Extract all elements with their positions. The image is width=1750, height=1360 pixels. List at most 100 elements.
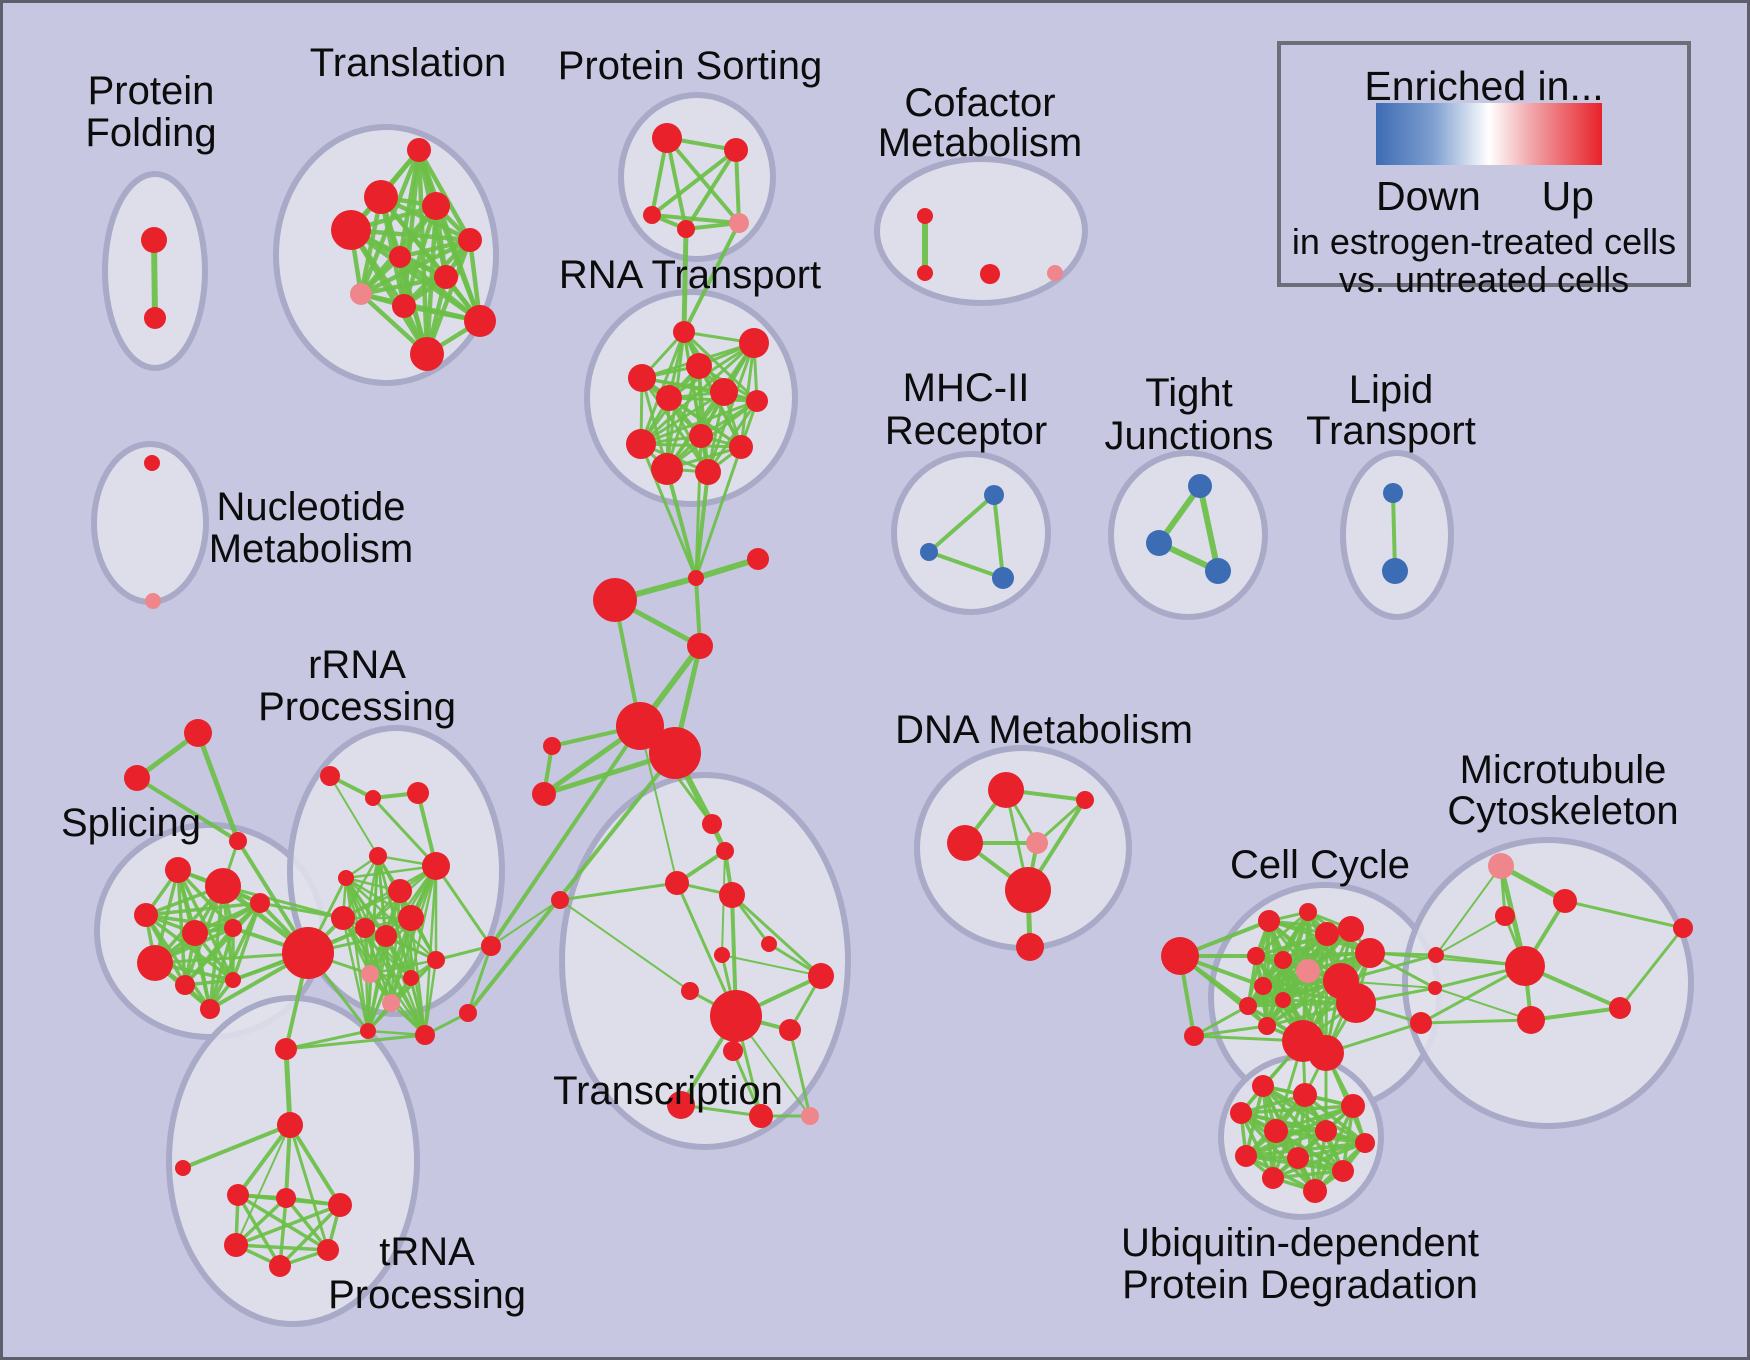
node-2	[407, 138, 431, 162]
edge	[433, 203, 483, 324]
node-123	[1274, 951, 1292, 969]
node-88	[331, 906, 355, 930]
node-63	[1383, 483, 1403, 503]
node-22	[656, 385, 682, 411]
legend-subtitle-line1: in estrogen-treated cells	[1291, 221, 1677, 262]
edge	[348, 227, 430, 357]
node-82	[365, 790, 381, 806]
cluster-label-nucleotide-metabolism: Nucleotide	[216, 485, 405, 529]
edge	[1192, 1024, 1269, 1038]
edge	[490, 899, 561, 947]
node-33	[687, 633, 713, 659]
edge	[1239, 1104, 1355, 1115]
node-38	[702, 814, 722, 834]
node-28	[651, 453, 683, 485]
node-151	[1287, 1147, 1309, 1169]
node-5	[422, 192, 450, 220]
node-53	[917, 208, 933, 224]
node-128	[1258, 1017, 1276, 1035]
node-86	[388, 879, 412, 903]
edge	[363, 854, 380, 930]
edge	[278, 1196, 288, 1268]
edge	[667, 396, 743, 449]
node-83	[407, 782, 429, 804]
node-147	[1264, 1119, 1288, 1143]
node-99	[481, 936, 501, 956]
edge	[284, 1029, 370, 1051]
node-14	[724, 138, 748, 162]
node-143	[1252, 1075, 1274, 1097]
edge	[389, 889, 402, 1005]
node-8	[434, 265, 458, 289]
edge	[288, 1123, 330, 1252]
node-0	[141, 227, 167, 253]
node-104	[276, 1188, 296, 1208]
node-21	[686, 353, 712, 379]
node-154	[1303, 1179, 1327, 1203]
edge	[1271, 1141, 1367, 1180]
node-153	[1262, 1167, 1284, 1189]
node-142	[1673, 918, 1693, 938]
node-98	[459, 1004, 477, 1022]
edge	[682, 330, 759, 403]
edge	[195, 730, 241, 844]
node-136	[1488, 853, 1514, 879]
node-81	[320, 766, 340, 786]
edge	[181, 1123, 292, 1170]
cluster-label-splicing: Splicing	[61, 801, 201, 845]
node-102	[175, 1160, 191, 1176]
edge	[221, 884, 345, 920]
edge	[927, 493, 996, 554]
node-49	[667, 1091, 695, 1119]
node-148	[1315, 1120, 1337, 1142]
node-125	[1254, 977, 1272, 995]
node-3	[364, 180, 398, 214]
edge	[1529, 1006, 1622, 1022]
node-36	[543, 737, 561, 755]
edge	[694, 470, 710, 580]
node-32	[593, 578, 637, 622]
edge	[1271, 1169, 1345, 1180]
edge	[665, 467, 698, 580]
edge	[639, 442, 698, 580]
node-149	[1355, 1133, 1375, 1153]
cluster-label-mhc-ii-receptor: Receptor	[885, 409, 1047, 453]
node-94	[382, 994, 400, 1012]
node-141	[1609, 997, 1631, 1019]
node-127	[1275, 992, 1291, 1008]
node-133	[1428, 947, 1444, 963]
node-11	[464, 305, 496, 337]
node-46	[710, 990, 762, 1042]
node-40	[665, 871, 689, 895]
node-85	[338, 870, 354, 886]
edge	[288, 1123, 342, 1207]
edge	[234, 1243, 330, 1252]
node-48	[723, 1041, 743, 1061]
edge	[466, 751, 677, 1015]
cluster-label-rna-transport: RNA Transport	[559, 253, 821, 297]
edge	[208, 926, 235, 1011]
edge	[558, 881, 679, 902]
edge	[235, 1124, 291, 1246]
edge	[1244, 1141, 1367, 1158]
node-105	[328, 1193, 352, 1217]
node-4	[331, 210, 371, 250]
edge	[366, 916, 413, 1033]
edge	[706, 399, 759, 474]
edge	[466, 944, 493, 1015]
edge	[236, 1123, 292, 1197]
cluster-label-nucleotide-metabolism: Metabolism	[209, 527, 414, 571]
node-139	[1505, 946, 1545, 986]
node-116	[1184, 1026, 1204, 1046]
edge	[358, 274, 449, 297]
edge	[1391, 491, 1397, 573]
cluster-label-protein-folding: Protein	[88, 69, 215, 113]
node-50	[749, 1104, 773, 1128]
cluster-label-lipid-transport: Lipid	[1349, 368, 1434, 412]
node-9	[350, 283, 372, 305]
node-103	[227, 1184, 249, 1206]
edge	[329, 775, 379, 857]
edge	[397, 254, 483, 324]
